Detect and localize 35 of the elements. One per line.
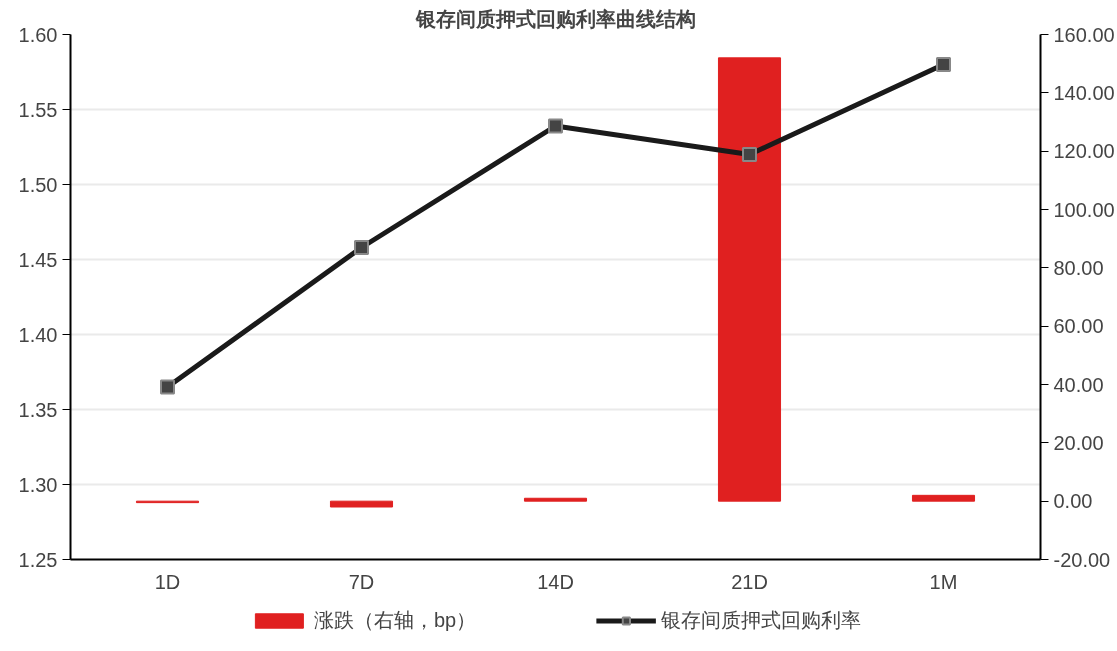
bar — [329, 500, 394, 508]
x-tick-label: 14D — [537, 570, 574, 593]
y-tick-label: 1.50 — [18, 173, 58, 196]
y-tick-label: 1.30 — [18, 473, 58, 496]
y2-tick-label: 40.00 — [1053, 373, 1104, 396]
y2-tick-label: 0.00 — [1053, 490, 1093, 513]
y-tick-label: 1.55 — [18, 98, 58, 121]
legend-label: 银存间质押式回购利率 — [661, 607, 862, 633]
chart-title: 银存间质押式回购利率曲线结构 — [414, 7, 696, 30]
y2-tick-label: 80.00 — [1053, 256, 1104, 279]
y-tick-label: 1.45 — [18, 248, 58, 271]
legend-label: 涨跌（右轴，bp） — [313, 607, 477, 633]
point — [936, 57, 951, 72]
y2-tick-label: 160.00 — [1053, 23, 1115, 46]
y2-tick-label: 20.00 — [1053, 431, 1104, 454]
y2-tick-label: 100.00 — [1053, 198, 1115, 221]
bar — [911, 494, 976, 502]
y-tick-label: 1.60 — [18, 23, 58, 46]
x-tick-label: 1D — [154, 570, 181, 593]
point — [160, 379, 175, 395]
bar — [523, 497, 588, 502]
point — [354, 240, 369, 255]
x-tick-label: 7D — [348, 570, 375, 593]
y2-tick-label: 120.00 — [1053, 140, 1115, 163]
bar — [717, 57, 782, 502]
point — [548, 118, 563, 134]
point — [742, 147, 757, 162]
y2-tick-label: 60.00 — [1053, 315, 1104, 338]
x-tick-label: 21D — [731, 570, 768, 593]
x-tick-label: 1M — [929, 570, 958, 593]
y-tick-label: 1.25 — [18, 548, 58, 571]
y-tick-label: 1.35 — [18, 398, 58, 421]
y-tick-label: 1.40 — [18, 323, 58, 346]
y2-tick-label: -20.00 — [1053, 548, 1111, 571]
y2-tick-label: 140.00 — [1053, 81, 1115, 104]
